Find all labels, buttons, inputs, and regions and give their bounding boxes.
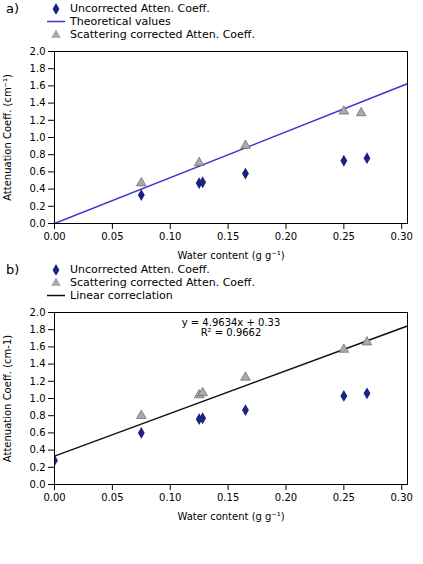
svg-text:0.30: 0.30 bbox=[391, 492, 413, 503]
svg-text:0.6: 0.6 bbox=[30, 166, 46, 177]
svg-text:0.00: 0.00 bbox=[43, 231, 65, 242]
svg-text:0.8: 0.8 bbox=[30, 410, 46, 421]
html-text:Theoretical values: Theoretical values bbox=[70, 15, 171, 28]
svg-text:0.05: 0.05 bbox=[101, 492, 123, 503]
svg-text:1.8: 1.8 bbox=[30, 63, 46, 74]
html-text:Uncorrected Atten. Coeff.: Uncorrected Atten. Coeff. bbox=[70, 263, 210, 276]
svg-text:0.25: 0.25 bbox=[333, 231, 355, 242]
svg-text:1.6: 1.6 bbox=[30, 80, 46, 91]
svg-text:0.10: 0.10 bbox=[159, 231, 181, 242]
svg-text:2.0: 2.0 bbox=[30, 307, 46, 318]
svg-text:1.2: 1.2 bbox=[30, 376, 46, 387]
svg-text:0.0: 0.0 bbox=[30, 218, 46, 229]
svg-text:0.25: 0.25 bbox=[333, 492, 355, 503]
html-text:Uncorrected Atten. Coeff.: Uncorrected Atten. Coeff. bbox=[70, 2, 210, 15]
svg-text:0.05: 0.05 bbox=[101, 231, 123, 242]
svg-text:0.30: 0.30 bbox=[391, 231, 413, 242]
svg-text:0.2: 0.2 bbox=[30, 462, 46, 473]
svg-text:1.2: 1.2 bbox=[30, 115, 46, 126]
svg-text:0.4: 0.4 bbox=[30, 444, 46, 455]
svg-text:0.6: 0.6 bbox=[30, 427, 46, 438]
svg-text:0.8: 0.8 bbox=[30, 149, 46, 160]
html-text:Linear correclation: Linear correclation bbox=[70, 289, 173, 302]
html-text:b): b) bbox=[6, 262, 20, 277]
svg-text:1.6: 1.6 bbox=[30, 341, 46, 352]
svg-text:0.10: 0.10 bbox=[159, 492, 181, 503]
svg-text:0.4: 0.4 bbox=[30, 183, 46, 194]
svg-text:0.0: 0.0 bbox=[30, 479, 46, 490]
svg-text:0.00: 0.00 bbox=[43, 492, 65, 503]
svg-text:1.4: 1.4 bbox=[30, 97, 46, 108]
html-text:Scattering corrected Atten. Co: Scattering corrected Atten. Coeff. bbox=[70, 276, 255, 289]
svg-text:Water content (g g⁻¹): Water content (g g⁻¹) bbox=[177, 511, 284, 522]
svg-text:0.20: 0.20 bbox=[275, 231, 297, 242]
svg-text:0.15: 0.15 bbox=[217, 231, 239, 242]
svg-text:1.0: 1.0 bbox=[30, 132, 46, 143]
svg-text:1.0: 1.0 bbox=[30, 393, 46, 404]
svg-text:1.8: 1.8 bbox=[30, 324, 46, 335]
html-text:Scattering corrected Atten. Co: Scattering corrected Atten. Coeff. bbox=[70, 28, 255, 41]
svg-text:Attenuation Coeff. (cm⁻¹): Attenuation Coeff. (cm⁻¹) bbox=[2, 74, 13, 201]
svg-text:Attenuation Coeff. (cm-1): Attenuation Coeff. (cm-1) bbox=[2, 335, 13, 462]
svg-text:Water content (g g⁻¹): Water content (g g⁻¹) bbox=[177, 250, 284, 261]
svg-text:0.2: 0.2 bbox=[30, 201, 46, 212]
svg-text:y = 4.9634x + 0.33R² = 0.9662: y = 4.9634x + 0.33R² = 0.9662 bbox=[182, 317, 281, 338]
svg-text:1.4: 1.4 bbox=[30, 358, 46, 369]
svg-text:2.0: 2.0 bbox=[30, 46, 46, 57]
svg-text:0.15: 0.15 bbox=[217, 492, 239, 503]
html-text:a): a) bbox=[6, 1, 19, 16]
svg-text:0.20: 0.20 bbox=[275, 492, 297, 503]
